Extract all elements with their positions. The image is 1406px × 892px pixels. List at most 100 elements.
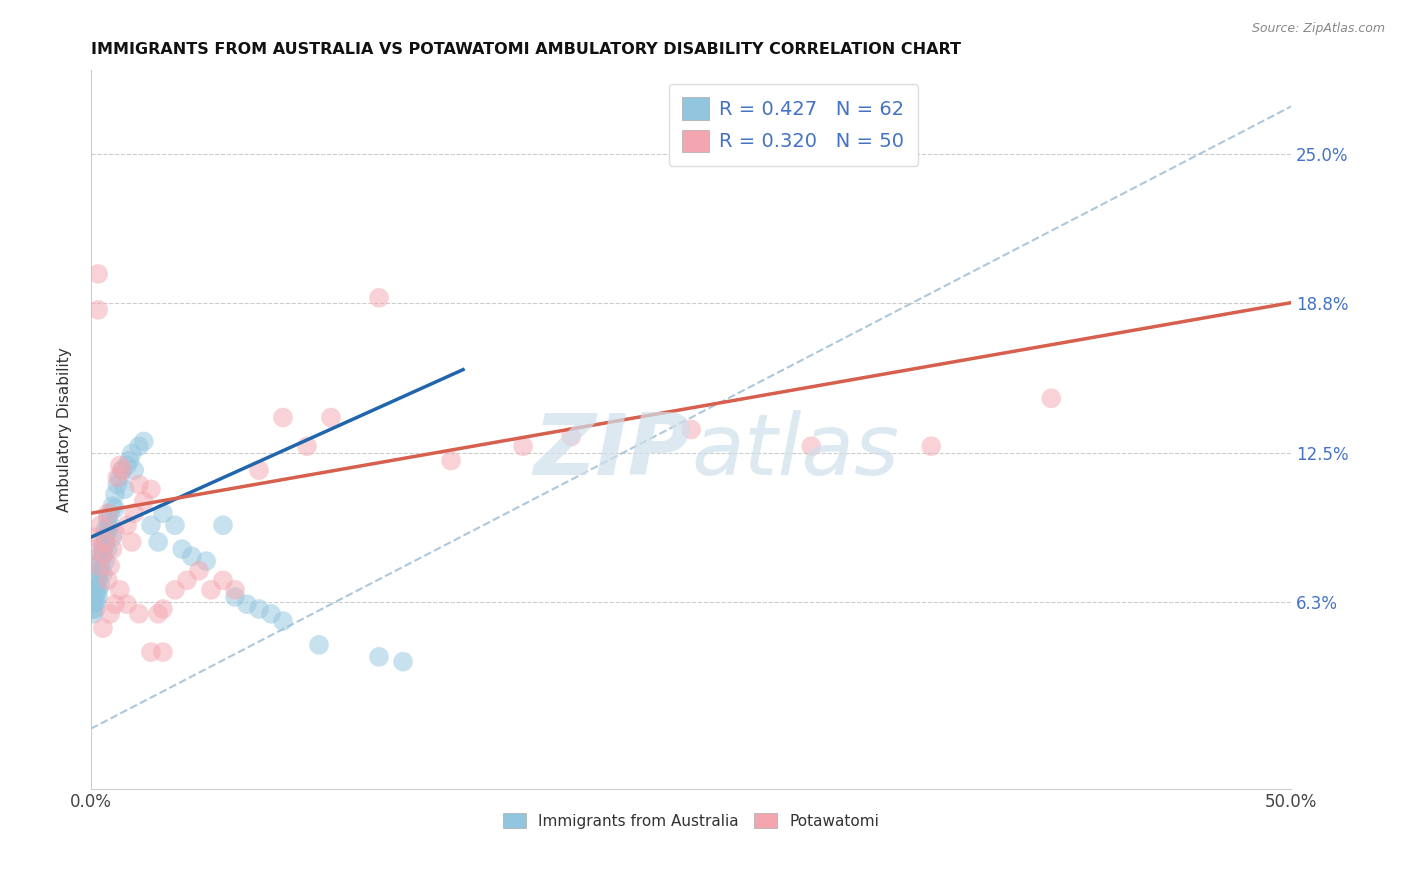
Point [152,506,174,520]
Point [163,518,186,533]
Point [87,267,110,281]
Point [111,463,134,477]
Point [82,530,104,544]
Point [172,542,194,557]
Point [146,607,169,621]
Point [295,439,318,453]
Point [94,537,117,551]
Point [224,590,246,604]
Point [121,535,143,549]
Point [97,506,120,520]
Point [146,535,169,549]
Point [271,410,294,425]
Point [91,547,114,561]
Text: ZIP: ZIP [533,409,692,492]
Point [97,525,120,540]
Point [152,602,174,616]
Legend: Immigrants from Australia, Potawatomi: Immigrants from Australia, Potawatomi [496,806,886,835]
Point [200,582,222,597]
Point [104,487,127,501]
Point [82,592,104,607]
Point [108,582,131,597]
Point [152,645,174,659]
Point [84,582,107,597]
Point [681,422,703,436]
Point [87,302,110,317]
Point [98,558,121,573]
Point [118,453,141,467]
Point [271,614,294,628]
Point [128,477,150,491]
Point [128,607,150,621]
Point [108,458,131,473]
Point [101,499,124,513]
Point [115,458,138,473]
Point [84,542,107,557]
Point [84,578,107,592]
Point [195,554,218,568]
Point [319,410,342,425]
Point [98,518,121,533]
Point [98,506,121,520]
Point [121,446,143,460]
Point [368,291,391,305]
Point [94,523,117,537]
Point [87,574,110,588]
Point [94,535,117,549]
Point [97,518,120,533]
Point [82,602,104,616]
Point [176,574,198,588]
Point [84,595,107,609]
Point [236,597,259,611]
Point [212,574,235,588]
Point [97,511,120,525]
Point [104,525,127,540]
Point [180,549,202,564]
Point [139,645,162,659]
Point [98,607,121,621]
Point [94,554,117,568]
Point [97,542,120,557]
Point [440,453,463,467]
Text: Source: ZipAtlas.com: Source: ZipAtlas.com [1251,22,1385,36]
Point [104,597,127,611]
Point [91,535,114,549]
Point [308,638,330,652]
Y-axis label: Ambulatory Disability: Ambulatory Disability [58,347,72,512]
Point [90,564,112,578]
Point [247,602,270,616]
Point [139,483,162,497]
Point [91,549,114,564]
Point [91,621,114,635]
Point [224,582,246,597]
Point [115,518,138,533]
Point [90,554,112,568]
Point [920,439,942,453]
Point [105,477,128,491]
Point [90,547,112,561]
Point [368,649,391,664]
Point [122,506,145,520]
Point [122,463,145,477]
Point [115,597,138,611]
Point [212,518,235,533]
Point [163,582,186,597]
Point [105,470,128,484]
Point [91,566,114,580]
Point [87,558,110,573]
Point [128,439,150,453]
Text: atlas: atlas [692,409,898,492]
Point [104,501,127,516]
Point [1040,392,1063,406]
Point [94,530,117,544]
Point [139,518,162,533]
Point [114,483,136,497]
Point [260,607,283,621]
Text: IMMIGRANTS FROM AUSTRALIA VS POTAWATOMI AMBULATORY DISABILITY CORRELATION CHART: IMMIGRANTS FROM AUSTRALIA VS POTAWATOMI … [91,42,960,57]
Point [91,542,114,557]
Point [87,590,110,604]
Point [82,607,104,621]
Point [132,434,155,449]
Point [82,597,104,611]
Point [97,574,120,588]
